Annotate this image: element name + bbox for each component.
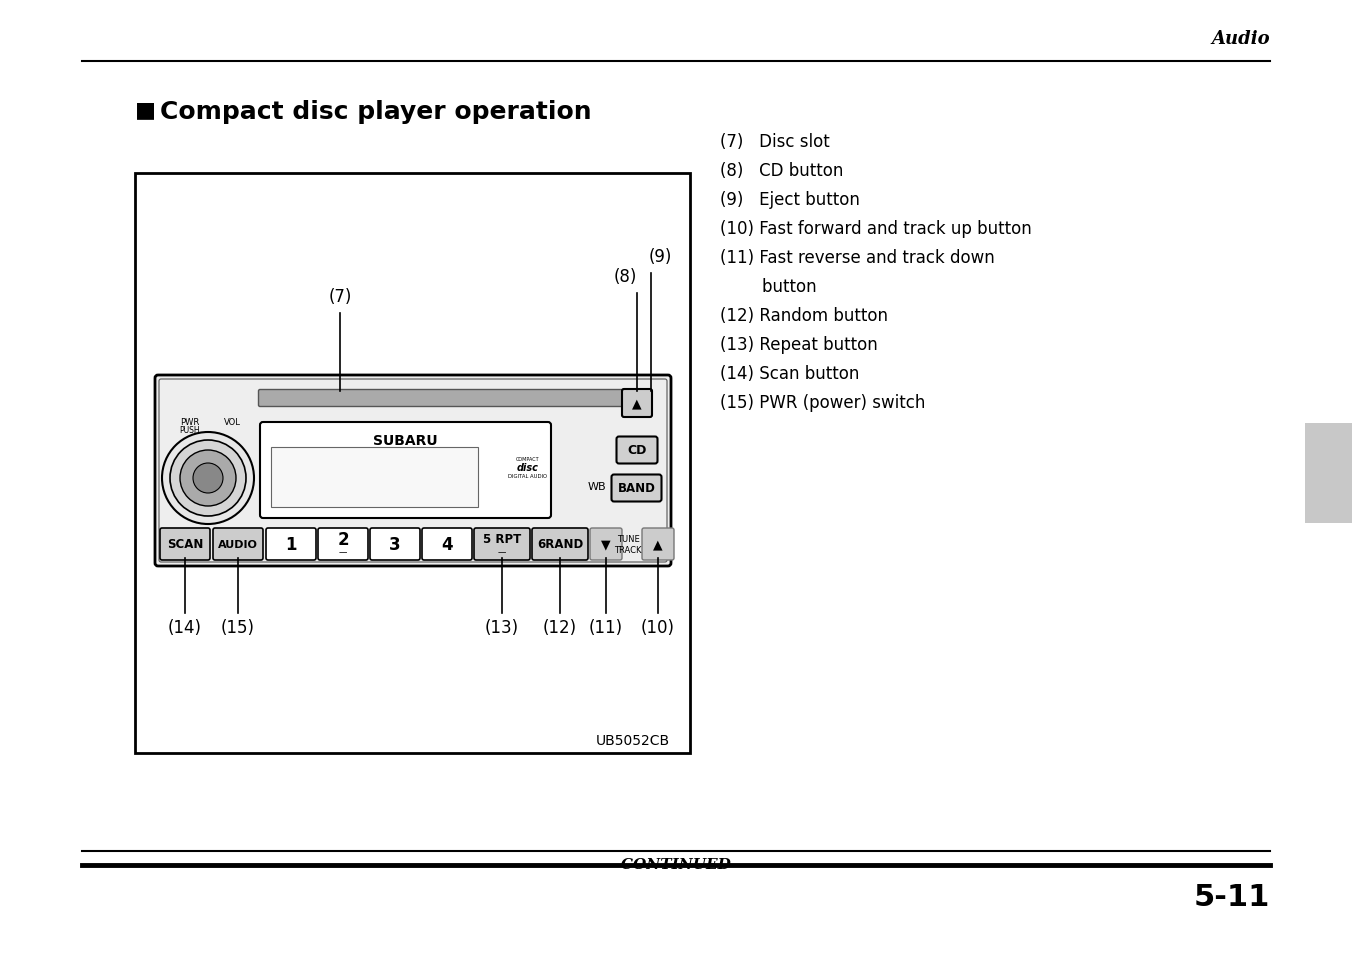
Text: – CONTINUED –: – CONTINUED – <box>608 857 744 871</box>
Text: VOL: VOL <box>223 417 241 427</box>
FancyBboxPatch shape <box>622 390 652 417</box>
Text: 2: 2 <box>337 531 349 548</box>
Text: (8)   CD button: (8) CD button <box>721 162 844 180</box>
FancyBboxPatch shape <box>214 529 264 560</box>
Circle shape <box>170 440 246 517</box>
FancyBboxPatch shape <box>422 529 472 560</box>
Text: (7)   Disc slot: (7) Disc slot <box>721 132 830 151</box>
Text: —: — <box>339 548 347 557</box>
Text: DIGITAL AUDIO: DIGITAL AUDIO <box>508 474 548 479</box>
Bar <box>135 173 690 753</box>
Text: CD: CD <box>627 444 646 457</box>
FancyBboxPatch shape <box>475 529 530 560</box>
Text: PWR: PWR <box>180 417 200 427</box>
FancyBboxPatch shape <box>370 529 420 560</box>
Text: (9)   Eject button: (9) Eject button <box>721 191 860 209</box>
Text: COMPACT: COMPACT <box>516 457 539 462</box>
Text: (11): (11) <box>589 618 623 637</box>
FancyBboxPatch shape <box>611 475 661 502</box>
FancyBboxPatch shape <box>266 529 316 560</box>
Text: BAND: BAND <box>618 482 656 495</box>
Text: AUDIO: AUDIO <box>218 539 258 550</box>
Text: disc: disc <box>516 462 539 473</box>
Text: 6RAND: 6RAND <box>537 537 583 551</box>
Text: 1: 1 <box>285 536 296 554</box>
Text: SUBARU: SUBARU <box>373 434 438 448</box>
Text: (13): (13) <box>485 618 519 637</box>
Text: 5 RPT: 5 RPT <box>483 533 521 546</box>
Text: (10): (10) <box>641 618 675 637</box>
FancyBboxPatch shape <box>531 529 588 560</box>
Text: (15) PWR (power) switch: (15) PWR (power) switch <box>721 394 925 412</box>
Text: UB5052CB: UB5052CB <box>596 733 671 747</box>
FancyBboxPatch shape <box>589 529 622 560</box>
Text: ▼: ▼ <box>602 537 611 551</box>
Text: (15): (15) <box>220 618 256 637</box>
Text: button: button <box>721 277 817 295</box>
FancyBboxPatch shape <box>160 379 667 562</box>
Text: (10) Fast forward and track up button: (10) Fast forward and track up button <box>721 220 1032 237</box>
Text: 4: 4 <box>441 536 453 554</box>
Circle shape <box>180 451 237 506</box>
Text: (12) Random button: (12) Random button <box>721 307 888 325</box>
Text: (7): (7) <box>329 288 352 306</box>
Text: PUSH: PUSH <box>180 426 200 435</box>
FancyBboxPatch shape <box>617 437 657 464</box>
Circle shape <box>162 433 254 524</box>
Text: ▲: ▲ <box>653 537 662 551</box>
FancyBboxPatch shape <box>155 375 671 566</box>
Text: Compact disc player operation: Compact disc player operation <box>160 100 592 124</box>
FancyBboxPatch shape <box>258 390 630 407</box>
Text: Audio: Audio <box>1211 30 1270 48</box>
Text: (13) Repeat button: (13) Repeat button <box>721 335 877 354</box>
Text: 5-11: 5-11 <box>1194 882 1270 911</box>
Text: (12): (12) <box>544 618 577 637</box>
FancyBboxPatch shape <box>160 529 210 560</box>
Text: (9): (9) <box>649 248 672 266</box>
Text: (14): (14) <box>168 618 201 637</box>
Text: 3: 3 <box>389 536 400 554</box>
Text: (11) Fast reverse and track down: (11) Fast reverse and track down <box>721 249 995 267</box>
Text: WB: WB <box>587 481 606 492</box>
Circle shape <box>193 463 223 494</box>
Text: ■: ■ <box>135 100 155 120</box>
FancyBboxPatch shape <box>642 529 675 560</box>
Bar <box>270 448 479 507</box>
Text: (8): (8) <box>614 268 637 286</box>
Bar <box>1305 423 1352 523</box>
Text: ▲: ▲ <box>633 397 642 410</box>
Text: (14) Scan button: (14) Scan button <box>721 365 860 382</box>
FancyBboxPatch shape <box>260 422 552 518</box>
Text: TUNE
TRACK: TUNE TRACK <box>614 535 642 554</box>
Text: —: — <box>498 548 506 557</box>
FancyBboxPatch shape <box>318 529 368 560</box>
Text: SCAN: SCAN <box>166 537 203 551</box>
